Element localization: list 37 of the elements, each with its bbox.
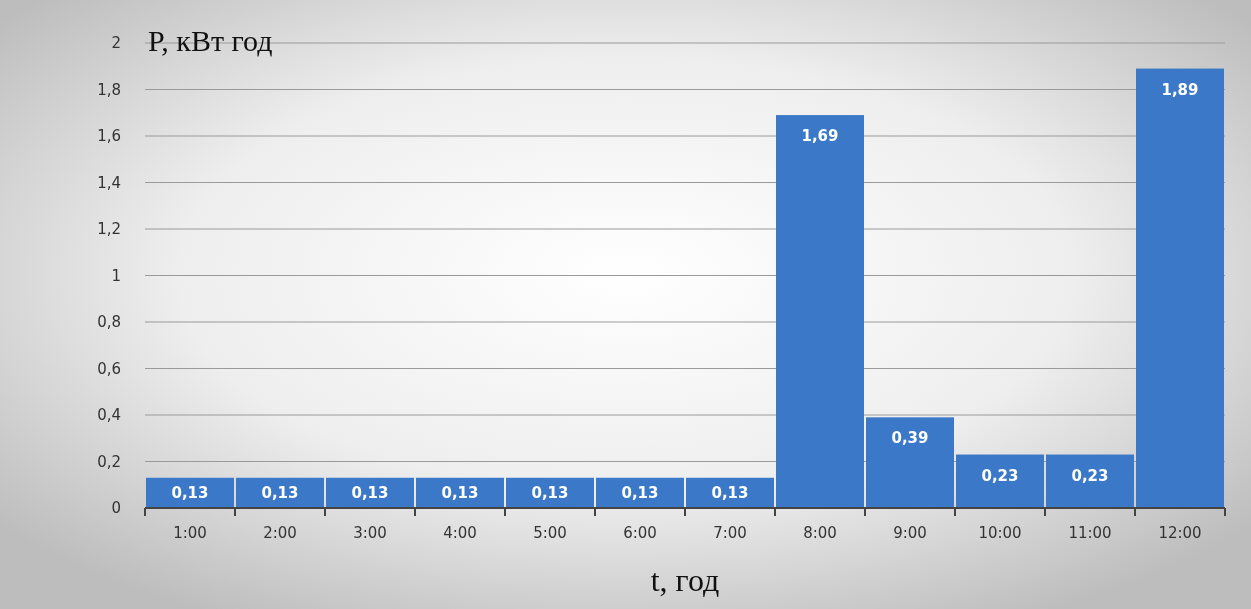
data-label: 0,13 bbox=[711, 483, 749, 502]
data-label: 0,13 bbox=[351, 483, 389, 502]
y-tick-label: 1 bbox=[111, 266, 121, 285]
x-tick-label: 11:00 bbox=[1068, 524, 1112, 542]
y-tick-label: 1,4 bbox=[97, 173, 121, 192]
x-tick-label: 1:00 bbox=[173, 524, 207, 542]
data-label: 1,89 bbox=[1161, 80, 1199, 99]
data-label: 0,13 bbox=[621, 483, 659, 502]
x-tick-label: 3:00 bbox=[353, 524, 387, 542]
x-axis-title: t, год bbox=[650, 562, 720, 598]
y-tick-label: 1,6 bbox=[97, 127, 121, 146]
data-label: 1,69 bbox=[801, 127, 839, 146]
x-tick-label: 8:00 bbox=[803, 524, 837, 542]
y-tick-label: 1,2 bbox=[97, 220, 121, 239]
x-tick-label: 12:00 bbox=[1158, 524, 1202, 542]
y-axis-title: P, кВт год bbox=[148, 24, 273, 57]
data-label: 0,13 bbox=[441, 483, 479, 502]
y-tick-label: 0,8 bbox=[97, 313, 121, 332]
data-label: 0,23 bbox=[1071, 466, 1109, 485]
data-label: 0,13 bbox=[171, 483, 209, 502]
x-tick-label: 5:00 bbox=[533, 524, 567, 542]
x-tick-label: 9:00 bbox=[893, 524, 927, 542]
x-tick-label: 4:00 bbox=[443, 524, 477, 542]
x-tick-label: 2:00 bbox=[263, 524, 297, 542]
y-tick-label: 0,6 bbox=[97, 359, 121, 378]
x-tick-label: 6:00 bbox=[623, 524, 657, 542]
x-tick-label: 10:00 bbox=[978, 524, 1022, 542]
x-tick-label: 7:00 bbox=[713, 524, 747, 542]
data-label: 0,13 bbox=[261, 483, 299, 502]
y-tick-label: 2 bbox=[111, 34, 121, 53]
data-label: 0,39 bbox=[891, 429, 929, 448]
data-label: 0,23 bbox=[981, 466, 1019, 485]
data-label: 0,13 bbox=[531, 483, 569, 502]
y-tick-label: 0,4 bbox=[97, 406, 121, 425]
y-tick-label: 0,2 bbox=[97, 452, 121, 471]
y-tick-label: 0 bbox=[111, 499, 121, 518]
y-tick-label: 1,8 bbox=[97, 80, 121, 99]
